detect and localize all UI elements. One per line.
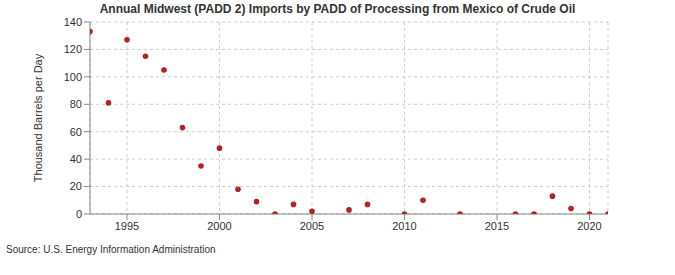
svg-text:2005: 2005: [300, 220, 324, 232]
svg-text:2000: 2000: [207, 220, 231, 232]
svg-text:0: 0: [76, 208, 82, 220]
svg-text:140: 140: [64, 16, 82, 28]
svg-text:2010: 2010: [392, 220, 416, 232]
svg-text:20: 20: [70, 180, 82, 192]
svg-text:120: 120: [64, 43, 82, 55]
svg-text:100: 100: [64, 71, 82, 83]
svg-text:2020: 2020: [577, 220, 601, 232]
svg-text:40: 40: [70, 153, 82, 165]
html-text:Annual Midwest (PADD 2) Import: Annual Midwest (PADD 2) Imports by PADD …: [99, 2, 576, 16]
svg-text:Thousand Barrels per Day: Thousand Barrels per Day: [32, 53, 44, 182]
svg-text:1995: 1995: [115, 220, 139, 232]
html-text:Source: U.S. Energy Informatio: Source: U.S. Energy Information Administ…: [6, 244, 216, 255]
svg-text:60: 60: [70, 126, 82, 138]
svg-text:80: 80: [70, 98, 82, 110]
svg-text:2015: 2015: [485, 220, 509, 232]
